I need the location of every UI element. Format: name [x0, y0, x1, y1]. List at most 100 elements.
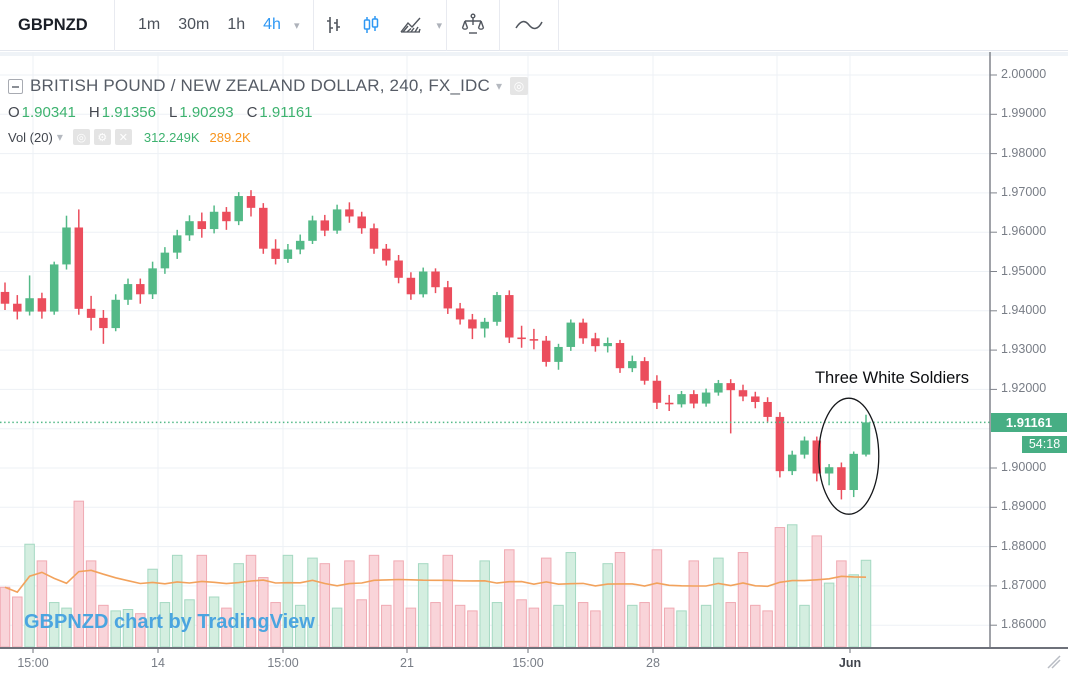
high-label: H	[88, 103, 100, 121]
low-value: 1.90293	[179, 103, 234, 121]
axes-frame	[0, 52, 1068, 669]
volume-bar	[454, 604, 466, 648]
candle	[468, 313, 477, 340]
volume-bar	[540, 557, 552, 648]
volume-settings-icon[interactable]: ⚙	[93, 129, 111, 145]
price-tick-label: 1.96000	[1001, 224, 1047, 239]
pane-top-band	[0, 52, 1068, 56]
area-chart-type-icon[interactable]	[390, 9, 432, 41]
price-tick-label: 1.88000	[1001, 538, 1047, 553]
candle	[148, 261, 157, 300]
annotation-ellipse[interactable]	[818, 397, 880, 515]
price-axis[interactable]: 2.00000 1.99000 1.98000 1.97000 1.96000 1.950…	[990, 52, 1068, 648]
volume-bar	[147, 568, 158, 648]
candle	[234, 192, 243, 226]
candle	[800, 436, 809, 459]
source-toggle-icon[interactable]: ◎	[510, 77, 529, 95]
line-tool-icon[interactable]	[500, 10, 558, 40]
tradingview-watermark-link[interactable]: GBPNZD chart by TradingView	[24, 611, 315, 633]
volume-bar	[467, 610, 478, 648]
volume-bar	[0, 586, 11, 648]
candle	[172, 229, 182, 259]
last-price-label: 1.91161	[991, 412, 1067, 432]
candle	[99, 310, 108, 344]
candle	[849, 451, 858, 498]
time-axis[interactable]: 15:00 14 15:00 21 15:00 28 Jun	[0, 648, 1068, 677]
ohlc-readout: O 1.90341 H 1.91356 L 1.90293 C 1.91161	[8, 101, 528, 123]
annotation-text[interactable]: Three White Soldiers	[814, 369, 970, 387]
volume-bar	[442, 554, 454, 648]
collapse-pane-icon[interactable]	[8, 78, 23, 94]
time-tick-label: 28	[646, 656, 660, 670]
timeframe-1h-button[interactable]: 1h	[227, 16, 246, 33]
bars-chart-type-icon[interactable]	[314, 9, 352, 41]
volume-bar	[405, 607, 417, 648]
volume-dropdown-icon[interactable]: ▾	[56, 130, 63, 144]
candle	[591, 332, 600, 352]
candle	[517, 325, 526, 348]
candle	[111, 294, 120, 332]
symbol-dropdown-icon[interactable]: ▾	[496, 79, 503, 93]
candles-chart-type-icon[interactable]	[352, 9, 390, 41]
pane-legend: BRITISH POUND / NEW ZEALAND DOLLAR, 240,…	[8, 76, 529, 147]
candle	[357, 211, 366, 234]
candle	[0, 282, 10, 311]
candle	[406, 272, 416, 300]
candle	[677, 390, 686, 408]
volume-bar	[344, 560, 355, 648]
volume-bar	[848, 574, 859, 648]
candle	[455, 302, 465, 325]
time-tick-label: 21	[400, 656, 414, 670]
volume-bar	[774, 527, 786, 648]
volume-bar	[553, 604, 564, 648]
volume-bar	[331, 607, 343, 648]
candle	[259, 203, 268, 254]
candle	[738, 384, 748, 402]
volume-bar	[713, 557, 724, 648]
volume-remove-icon[interactable]: ✕	[114, 129, 132, 145]
candle	[74, 209, 84, 315]
chart-pane[interactable]: GBPNZD chart by TradingView Three White …	[0, 52, 1068, 677]
candle	[197, 212, 207, 238]
volume-bar	[786, 524, 798, 648]
volume-bar	[590, 610, 601, 648]
volume-indicator-title[interactable]: Vol (20)	[8, 129, 53, 145]
volume-bar	[381, 604, 392, 648]
low-label: L	[168, 103, 178, 121]
candles-series	[0, 190, 871, 500]
volume-eye-icon[interactable]: ◎	[72, 129, 90, 145]
volume-value: 312.249K	[143, 129, 200, 145]
candle	[308, 215, 317, 244]
symbol-description[interactable]: BRITISH POUND / NEW ZEALAND DOLLAR, 240,…	[30, 76, 490, 95]
timeframe-30m-button[interactable]: 30m	[178, 16, 210, 33]
volume-indicator-legend: Vol (20) ▾ ◎ ⚙ ✕ 312.249K 289.2K	[8, 127, 528, 147]
chart-type-dropdown-icon[interactable]: ▾	[436, 19, 443, 32]
symbol-button[interactable]: GBPNZD	[18, 15, 88, 34]
candle	[837, 462, 846, 500]
candle	[763, 397, 772, 422]
time-tick-label: 15:00	[267, 656, 299, 670]
compare-scales-icon[interactable]	[447, 7, 499, 43]
candle	[615, 339, 625, 373]
open-value: 1.90341	[21, 103, 76, 121]
candle	[640, 357, 649, 385]
candle	[160, 247, 170, 274]
candle	[49, 261, 59, 315]
candle	[529, 328, 539, 350]
timeframe-4h-button[interactable]: 4h	[263, 16, 281, 33]
candle	[861, 414, 871, 457]
volume-bar	[860, 559, 872, 648]
candle	[701, 388, 711, 407]
price-tick-label: 1.90000	[1001, 460, 1047, 474]
volume-bar	[663, 607, 675, 648]
candle	[209, 205, 219, 234]
candle	[664, 394, 674, 412]
volume-bar	[725, 602, 736, 648]
timeframe-dropdown-icon[interactable]: ▾	[293, 19, 300, 32]
toolbar-separator	[499, 0, 501, 51]
volume-ma-line	[4, 569, 867, 594]
volume-bar	[565, 552, 577, 648]
candle	[628, 355, 637, 373]
timeframe-1m-button[interactable]: 1m	[138, 16, 161, 33]
